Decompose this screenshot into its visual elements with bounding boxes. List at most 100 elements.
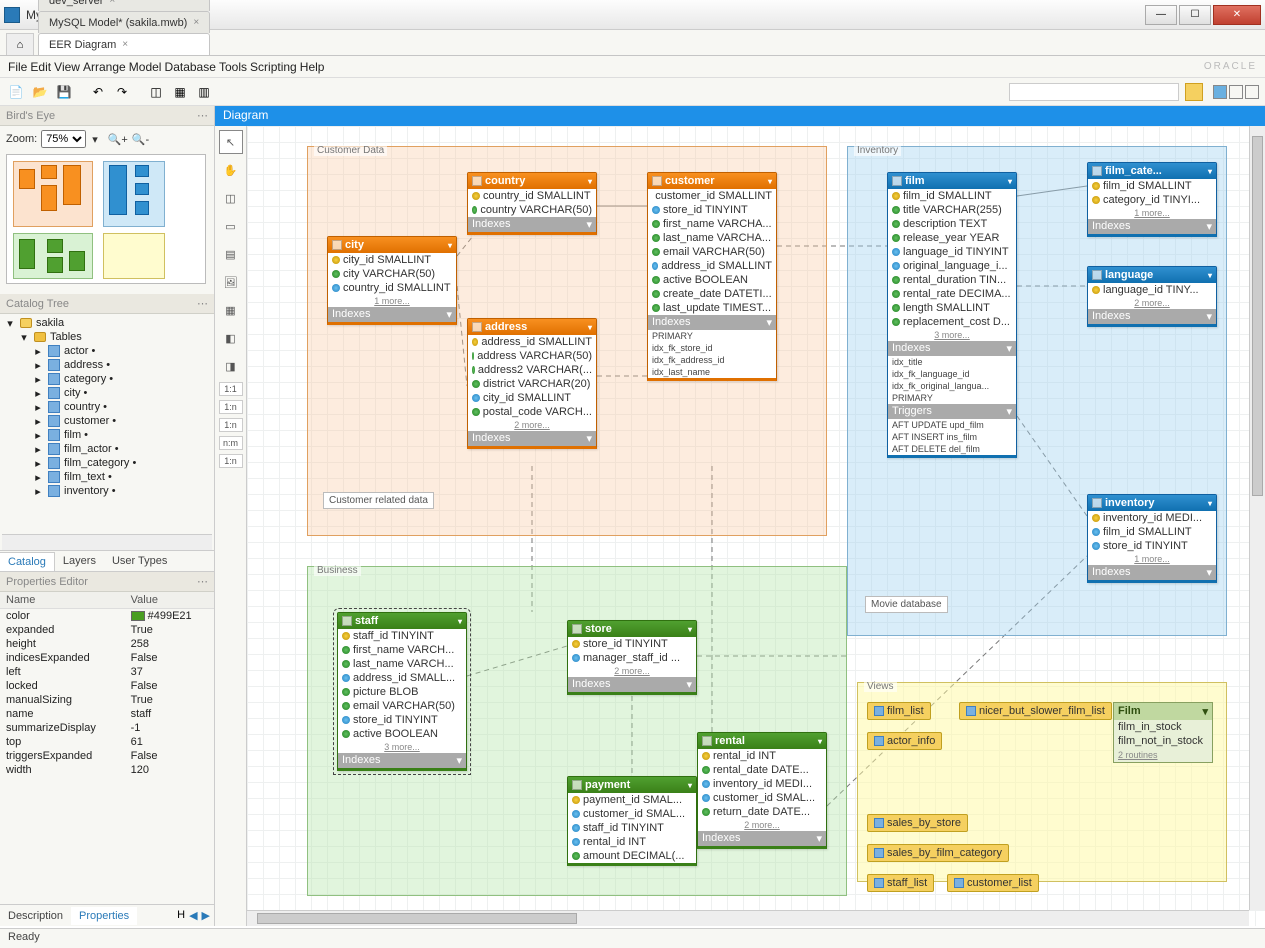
bottom-tab-description[interactable]: Description xyxy=(0,907,71,925)
chevron-down-icon[interactable]: ▾ xyxy=(448,241,452,250)
open-file-button[interactable]: 📂 xyxy=(30,82,50,102)
entity-more[interactable]: 1 more... xyxy=(1088,553,1216,565)
tree-table-item[interactable]: ▸inventory • xyxy=(4,484,210,498)
document-tab[interactable]: dev_server× xyxy=(38,0,210,11)
entity-store[interactable]: store▾store_id TINYINTmanager_staff_id .… xyxy=(567,620,697,695)
menu-view[interactable]: View xyxy=(54,60,80,74)
entity-header[interactable]: customer▾ xyxy=(648,173,776,189)
search-icon[interactable] xyxy=(1185,83,1203,101)
menu-file[interactable]: File xyxy=(8,60,27,74)
horizontal-scrollbar[interactable] xyxy=(247,910,1249,926)
expand-icon[interactable]: ▾ xyxy=(18,331,30,343)
view-actor_info[interactable]: actor_info xyxy=(867,732,942,750)
document-tab[interactable]: EER Diagram× xyxy=(38,33,210,55)
menu-help[interactable]: Help xyxy=(300,60,325,74)
tab-close-icon[interactable]: × xyxy=(122,39,128,50)
relation-tool-3[interactable]: n:m xyxy=(219,436,243,450)
property-row[interactable]: manualSizingTrue xyxy=(0,693,214,707)
view-sales_by_film_category[interactable]: sales_by_film_category xyxy=(867,844,1009,862)
home-tab[interactable]: ⌂ xyxy=(6,33,34,55)
menu-model[interactable]: Model xyxy=(129,60,162,74)
annotation[interactable]: Customer related data xyxy=(323,492,434,509)
vertical-scrollbar[interactable] xyxy=(1249,126,1265,910)
property-row[interactable]: expandedTrue xyxy=(0,623,214,637)
menu-scripting[interactable]: Scripting xyxy=(250,60,297,74)
new-file-button[interactable]: 📄 xyxy=(6,82,26,102)
entity-section-header[interactable]: Indexes▾ xyxy=(568,677,696,692)
entity-section-header[interactable]: Indexes▾ xyxy=(338,753,466,768)
entity-more[interactable]: 2 more... xyxy=(468,419,596,431)
tab-close-icon[interactable]: × xyxy=(109,0,115,6)
zoom-out-icon[interactable]: 🔍- xyxy=(132,133,149,146)
tool-note[interactable]: ▤ xyxy=(219,242,243,266)
tool-hand[interactable]: ✋ xyxy=(219,158,243,182)
section-tab-layers[interactable]: Layers xyxy=(55,552,104,570)
entity-header[interactable]: language▾ xyxy=(1088,267,1216,283)
grid-button[interactable]: ◫ xyxy=(146,82,166,102)
maximize-button[interactable]: ☐ xyxy=(1179,5,1211,25)
expand-icon[interactable]: ▸ xyxy=(32,429,44,441)
close-button[interactable]: ✕ xyxy=(1213,5,1261,25)
entity-header[interactable]: film▾ xyxy=(888,173,1016,189)
search-input[interactable] xyxy=(1009,83,1179,101)
entity-header[interactable]: address▾ xyxy=(468,319,596,335)
entity-more[interactable]: 2 more... xyxy=(1088,297,1216,309)
chevron-down-icon[interactable]: ▾ xyxy=(1208,167,1212,176)
entity-address[interactable]: address▾address_id SMALLINTaddress VARCH… xyxy=(467,318,597,449)
expand-icon[interactable]: ▸ xyxy=(32,345,44,357)
entity-header[interactable]: staff▾ xyxy=(338,613,466,629)
redo-button[interactable]: ↷ xyxy=(112,82,132,102)
entity-staff[interactable]: staff▾staff_id TINYINTfirst_name VARCH..… xyxy=(337,612,467,771)
entity-inventory[interactable]: inventory▾inventory_id MEDI...film_id SM… xyxy=(1087,494,1217,583)
expand-icon[interactable]: ▸ xyxy=(32,443,44,455)
tool-table[interactable]: ▦ xyxy=(219,298,243,322)
chevron-down-icon[interactable]: ▾ xyxy=(1208,271,1212,280)
property-row[interactable]: summarizeDisplay-1 xyxy=(0,721,214,735)
entity-customer[interactable]: customer▾customer_id SMALLINTstore_id TI… xyxy=(647,172,777,381)
expand-icon[interactable]: ▸ xyxy=(32,471,44,483)
entity-header[interactable]: store▾ xyxy=(568,621,696,637)
menu-database[interactable]: Database xyxy=(165,60,216,74)
entity-film_category[interactable]: film_cate...▾film_id SMALLINTcategory_id… xyxy=(1087,162,1217,237)
menu-tools[interactable]: Tools xyxy=(219,60,247,74)
entity-language[interactable]: language▾language_id TINY...2 more...Ind… xyxy=(1087,266,1217,327)
entity-section-header[interactable]: Indexes▾ xyxy=(328,307,456,322)
panel-toggle-left[interactable] xyxy=(1213,85,1227,99)
tree-scrollbar[interactable] xyxy=(2,534,212,550)
expand-icon[interactable]: ▸ xyxy=(32,457,44,469)
panel-toggle-right[interactable] xyxy=(1245,85,1259,99)
entity-section-header[interactable]: Indexes▾ xyxy=(698,831,826,846)
relation-tool-2[interactable]: 1:n xyxy=(219,418,243,432)
property-row[interactable]: top61 xyxy=(0,735,214,749)
entity-payment[interactable]: payment▾payment_id SMAL...customer_id SM… xyxy=(567,776,697,866)
tree-table-item[interactable]: ▸country • xyxy=(4,400,210,414)
property-row[interactable]: indicesExpandedFalse xyxy=(0,651,214,665)
entity-section-header[interactable]: Indexes▾ xyxy=(468,217,596,232)
entity-header[interactable]: country▾ xyxy=(468,173,596,189)
chevron-down-icon[interactable]: ▾ xyxy=(588,323,592,332)
property-row[interactable]: color#499E21 xyxy=(0,609,214,624)
relation-tool-0[interactable]: 1:1 xyxy=(219,382,243,396)
panel-collapse-icon[interactable]: ⋯ xyxy=(197,575,208,588)
undo-button[interactable]: ↶ xyxy=(88,82,108,102)
expand-icon[interactable]: ▸ xyxy=(32,359,44,371)
tool-eraser[interactable]: ◫ xyxy=(219,186,243,210)
entity-country[interactable]: country▾country_id SMALLINTcountry VARCH… xyxy=(467,172,597,235)
tree-table-item[interactable]: ▸film_category • xyxy=(4,456,210,470)
relation-tool-4[interactable]: 1:n xyxy=(219,454,243,468)
tool-pointer[interactable]: ↖ xyxy=(219,130,243,154)
entity-more[interactable]: 2 more... xyxy=(698,819,826,831)
entity-header[interactable]: rental▾ xyxy=(698,733,826,749)
tree-table-item[interactable]: ▸category • xyxy=(4,372,210,386)
entity-header[interactable]: film_cate...▾ xyxy=(1088,163,1216,179)
property-row[interactable]: height258 xyxy=(0,637,214,651)
entity-section-header[interactable]: Indexes▾ xyxy=(1088,565,1216,580)
chevron-down-icon[interactable]: ▾ xyxy=(1202,705,1208,718)
chevron-down-icon[interactable]: ▾ xyxy=(1008,177,1012,186)
view-nicer_but_slower_film_list[interactable]: nicer_but_slower_film_list xyxy=(959,702,1112,720)
tree-table-item[interactable]: ▸address • xyxy=(4,358,210,372)
chevron-down-icon[interactable]: ▾ xyxy=(688,625,692,634)
expand-icon[interactable]: ▾ xyxy=(4,317,16,329)
view-customer_list[interactable]: customer_list xyxy=(947,874,1039,892)
tree-table-item[interactable]: ▸film • xyxy=(4,428,210,442)
